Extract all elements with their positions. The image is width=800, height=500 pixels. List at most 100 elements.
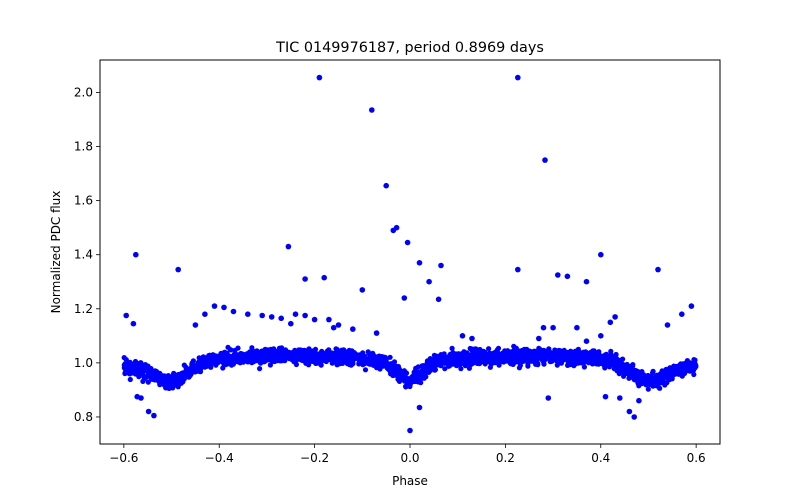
data-point <box>529 353 535 359</box>
data-point <box>362 367 369 373</box>
data-point <box>274 350 281 356</box>
y-tick-label: 1.4 <box>74 248 93 262</box>
data-point <box>462 363 468 369</box>
data-point <box>121 355 127 361</box>
data-point <box>516 365 523 371</box>
data-point <box>181 372 187 379</box>
x-tick-label: −0.2 <box>300 451 329 465</box>
outlier-point <box>202 311 208 318</box>
data-point <box>208 364 214 370</box>
data-point <box>145 379 151 385</box>
data-point <box>658 380 664 386</box>
outlier-point <box>542 157 548 163</box>
data-point <box>225 344 231 350</box>
data-point <box>186 372 192 378</box>
data-point <box>495 345 502 351</box>
data-point <box>258 357 264 363</box>
data-point <box>505 348 511 354</box>
data-point <box>476 353 482 359</box>
data-point <box>565 360 572 366</box>
data-point <box>442 359 448 365</box>
outlier-point <box>292 311 299 318</box>
data-point <box>468 361 474 368</box>
data-point <box>142 362 148 368</box>
data-point <box>692 357 698 363</box>
data-point <box>373 357 379 363</box>
data-point <box>235 355 241 361</box>
x-axis: −0.6 −0.4 −0.2 0.0 0.2 0.4 0.6 <box>109 444 706 465</box>
data-point <box>303 359 309 365</box>
data-point <box>374 365 380 371</box>
data-point <box>453 362 460 369</box>
outlier-point <box>288 320 294 327</box>
data-point <box>336 348 342 354</box>
data-point <box>300 353 306 359</box>
data-point <box>691 371 697 378</box>
data-point <box>657 385 663 391</box>
outlier-point <box>612 314 618 320</box>
data-point <box>667 365 673 371</box>
data-point <box>471 354 477 360</box>
outlier-point <box>221 304 227 311</box>
data-point <box>157 374 163 380</box>
data-point <box>191 364 197 370</box>
outlier-point <box>583 338 590 345</box>
data-point <box>127 376 133 383</box>
data-point <box>269 356 275 362</box>
data-point <box>645 386 651 392</box>
outlier-point <box>326 316 332 323</box>
data-point <box>500 354 506 360</box>
outlier-point <box>688 303 695 309</box>
data-point <box>238 350 244 357</box>
outlier-point <box>583 278 590 285</box>
data-point <box>423 367 429 373</box>
data-point <box>166 377 172 383</box>
data-point <box>452 353 458 359</box>
outlier-point <box>515 266 521 273</box>
data-point <box>171 370 177 376</box>
data-point <box>423 374 429 380</box>
data-point <box>458 361 464 367</box>
outlier-point <box>321 274 328 281</box>
outlier-point <box>285 243 292 250</box>
data-point <box>510 361 516 367</box>
data-point <box>653 373 660 379</box>
data-point <box>581 349 587 355</box>
outlier-point <box>350 326 356 332</box>
data-point <box>247 356 254 362</box>
outlier-point <box>545 395 552 401</box>
outlier-point <box>407 427 413 434</box>
data-point <box>542 356 548 362</box>
data-point <box>662 373 668 379</box>
chart-title: TIC 0149976187, period 0.8969 days <box>275 40 544 56</box>
x-tick-label: 0.6 <box>687 451 706 465</box>
outlier-point <box>245 311 251 318</box>
data-point <box>637 375 643 381</box>
data-point <box>624 361 630 368</box>
data-point <box>394 367 400 373</box>
outlier-point <box>435 296 442 303</box>
data-point <box>496 362 502 368</box>
outlier-point <box>574 324 580 331</box>
x-tick-label: 0.4 <box>591 451 610 465</box>
data-point <box>596 361 602 367</box>
data-point <box>589 356 595 362</box>
data-point <box>130 362 136 368</box>
data-point <box>552 352 558 358</box>
outlier-point <box>664 322 671 328</box>
data-point <box>620 356 626 362</box>
data-point <box>292 350 298 356</box>
data-point <box>682 363 688 369</box>
data-point <box>506 357 512 363</box>
data-point <box>645 379 651 385</box>
data-point <box>339 360 346 366</box>
data-point <box>511 343 517 349</box>
outlier-point <box>302 276 308 282</box>
data-point <box>487 359 493 365</box>
outlier-point <box>259 312 266 319</box>
data-point <box>400 373 406 379</box>
y-tick-label: 1.8 <box>74 140 93 154</box>
data-point <box>356 360 362 366</box>
outlier-point <box>602 393 609 400</box>
outlier-point <box>383 182 390 189</box>
